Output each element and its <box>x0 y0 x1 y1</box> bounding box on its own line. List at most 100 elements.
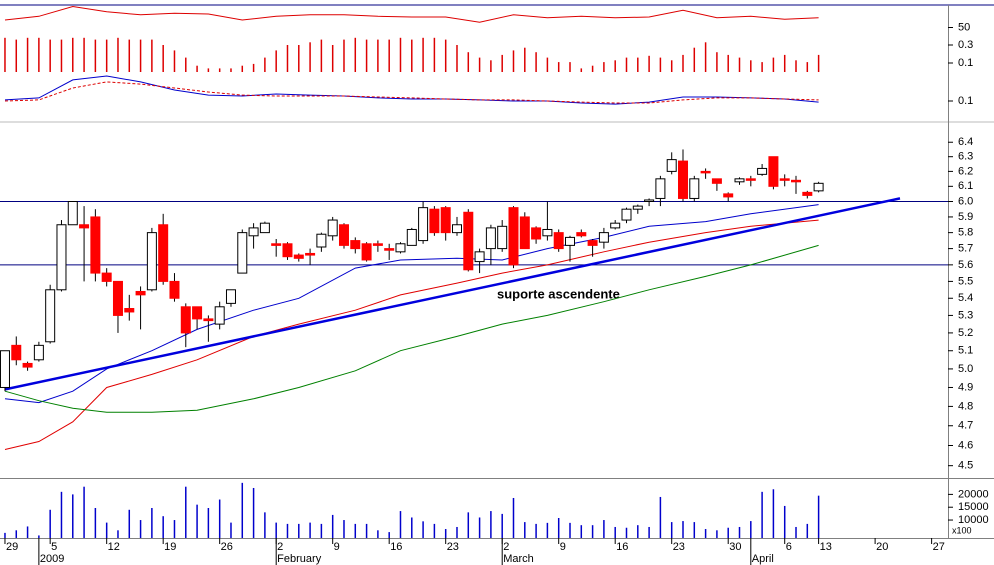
candle-body <box>237 232 248 274</box>
y-tick-label: 20000 <box>958 488 989 500</box>
candle-body <box>33 344 44 361</box>
y-tick-label: 4.5 <box>958 460 973 472</box>
candle-body <box>644 199 655 203</box>
candle-body <box>497 225 508 250</box>
x-tick-label: 23 <box>447 541 459 553</box>
candle-body <box>723 193 734 198</box>
moving-average <box>4 204 819 404</box>
candle-body <box>734 178 745 183</box>
candle-body <box>350 240 361 250</box>
candle-body <box>519 216 530 250</box>
x-tick-label: 26 <box>221 541 233 553</box>
x-tick-label: 20 <box>876 541 888 553</box>
candle-body <box>45 289 56 343</box>
candle-body <box>22 362 33 368</box>
y-tick-label: 50 <box>958 21 970 33</box>
month-label: February <box>277 553 322 565</box>
x-tick-label: 30 <box>729 541 741 553</box>
month-label: March <box>503 553 534 565</box>
candle-body <box>124 308 135 313</box>
candle-body <box>587 240 598 246</box>
candle-body <box>429 208 440 234</box>
x-tick-label: 2 <box>277 541 283 553</box>
candle-body <box>666 159 677 172</box>
y-tick-label: 5.2 <box>958 327 973 339</box>
candle-body <box>11 344 22 361</box>
candle-body <box>418 207 429 242</box>
candle-body <box>576 232 587 237</box>
candle-body <box>214 306 225 325</box>
candle-body <box>67 201 78 226</box>
candle-body <box>282 243 293 258</box>
candle-body <box>293 254 304 259</box>
volume-unit: x100 <box>952 525 972 535</box>
candle-body <box>384 248 395 251</box>
x-tick-label: 13 <box>820 541 832 553</box>
candle-body <box>192 306 203 320</box>
candle-body <box>305 252 316 256</box>
y-tick-label: 5.8 <box>958 227 973 239</box>
candle-body <box>56 224 67 291</box>
y-tick-label: 5.5 <box>958 275 973 287</box>
y-tick-label: 10000 <box>958 514 989 526</box>
y-tick-label: 5.1 <box>958 345 973 357</box>
candle-body <box>395 243 406 253</box>
candle-body <box>451 224 462 234</box>
candle-body <box>791 179 802 183</box>
y-tick-label: 0.3 <box>958 39 973 51</box>
candle-body <box>542 228 553 237</box>
y-tick-label: 6.1 <box>958 180 973 192</box>
trend-line <box>4 197 901 391</box>
x-tick-label: 12 <box>108 541 120 553</box>
candle-body <box>440 207 451 234</box>
x-tick-label: 29 <box>6 541 18 553</box>
candle-body <box>689 178 700 199</box>
candle-body <box>90 216 101 274</box>
candle-body <box>361 243 372 261</box>
y-tick-label: 4.6 <box>958 439 973 451</box>
candle-body <box>0 350 10 388</box>
candle-body <box>621 208 632 221</box>
y-tick-label: 5.9 <box>958 211 973 223</box>
candle-body <box>463 211 474 271</box>
candle-body <box>610 222 621 229</box>
candle-body <box>745 178 756 181</box>
y-tick-label: 6.2 <box>958 165 973 177</box>
candle-body <box>802 191 813 196</box>
candle-body <box>757 167 768 175</box>
candle-body <box>598 232 609 243</box>
candle-body <box>655 178 666 199</box>
x-tick-label: 9 <box>334 541 340 553</box>
x-tick-label: 6 <box>786 541 792 553</box>
y-tick-label: 0.1 <box>958 57 973 69</box>
candle-body <box>146 232 157 291</box>
candle-body <box>327 219 338 237</box>
candle-body <box>248 227 259 237</box>
candle-body <box>711 178 722 184</box>
y-tick-label: 6.0 <box>958 195 973 207</box>
candle-body <box>564 236 575 246</box>
candle-body <box>779 178 790 181</box>
candle-body <box>700 170 711 174</box>
month-label: April <box>752 553 774 565</box>
candle-body <box>135 290 146 296</box>
candle-body <box>225 289 236 304</box>
y-tick-label: 5.4 <box>958 292 973 304</box>
candle-body <box>316 233 327 248</box>
y-tick-label: 6.4 <box>958 136 973 148</box>
y-tick-label: 5.6 <box>958 259 973 271</box>
candle-body <box>474 251 485 263</box>
candle-body <box>169 280 180 299</box>
y-tick-label: 6.3 <box>958 151 973 163</box>
y-tick-label: 4.9 <box>958 381 973 393</box>
y-tick-label: 4.7 <box>958 420 973 432</box>
candle-body <box>768 156 779 187</box>
candle-body <box>678 160 689 199</box>
candle-body <box>180 306 191 334</box>
candle-body <box>372 243 383 246</box>
candle-body <box>79 224 90 229</box>
x-tick-label: 9 <box>560 541 566 553</box>
